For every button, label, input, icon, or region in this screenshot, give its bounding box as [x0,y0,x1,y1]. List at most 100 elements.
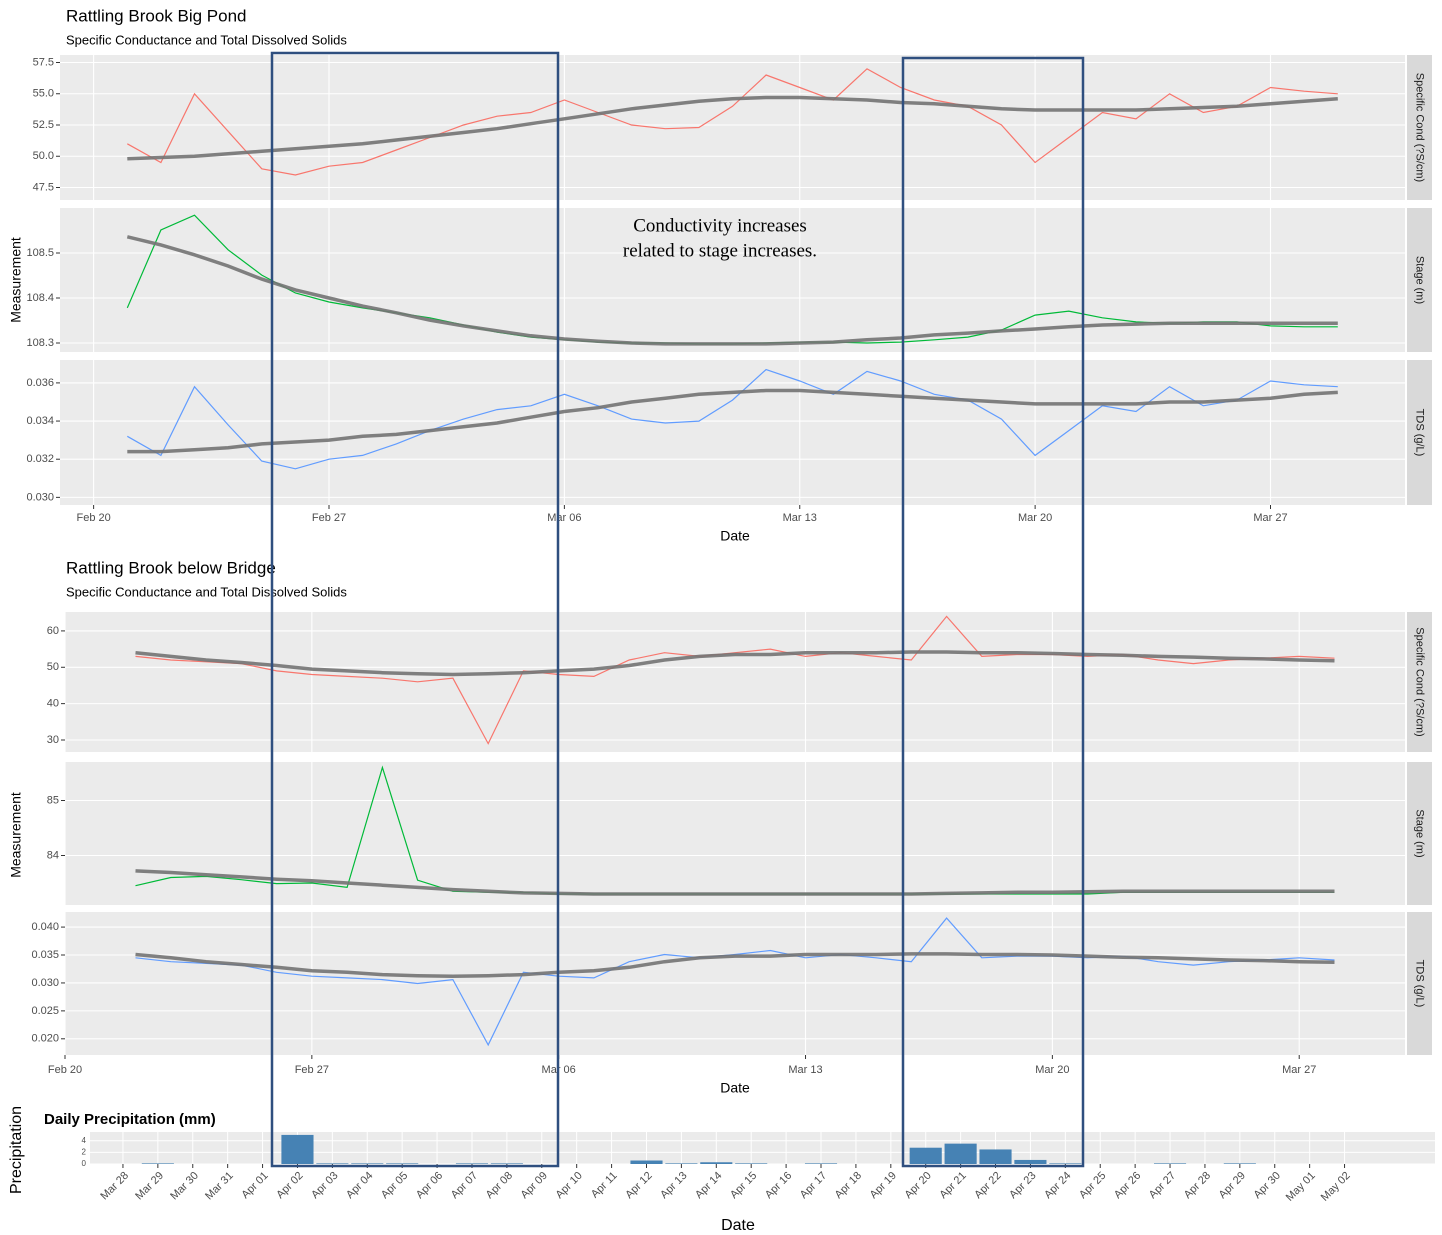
x-tick-label: Mar 13 [783,512,817,524]
annotation: Conductivity increases [633,215,807,236]
y-tick-label: 0.034 [26,415,54,427]
bar [490,1163,523,1164]
chart-title: Rattling Brook Big Pond [66,6,247,25]
facet-strip [1407,360,1432,505]
chart-subtitle: Specific Conductance and Total Dissolved… [66,32,347,47]
x-tick-label: Feb 20 [77,512,111,524]
x-tick-label: Apr 08 [484,1170,515,1201]
facet-strip [1407,208,1432,352]
facet-label: Specific Cond (?S/cm) [1414,73,1426,182]
x-tick-label: Apr 12 [623,1170,654,1201]
x-tick-label: Mar 28 [98,1170,131,1203]
x-tick-label: Apr 27 [1147,1170,1178,1201]
y-tick-label: 4 [82,1136,87,1145]
bar [1153,1163,1187,1164]
bar [141,1163,174,1164]
y-tick-label: 0.032 [26,453,54,465]
x-tick-label: Apr 20 [902,1170,933,1201]
y-tick-label: 50 [47,661,59,673]
panel-background [65,762,1405,905]
bar [979,1149,1012,1164]
annotation: related to stage increases. [623,240,817,261]
x-tick-label: Apr 16 [763,1170,794,1201]
x-tick-label: Apr 07 [449,1170,480,1201]
y-tick-label: 40 [47,698,59,710]
bar [455,1163,489,1164]
x-tick-label: Feb 27 [312,512,346,524]
x-tick-label: May 01 [1284,1170,1318,1204]
bar [351,1163,384,1164]
x-tick-label: Apr 24 [1042,1170,1073,1201]
facet-label: TDS (g/L) [1414,409,1426,457]
x-tick-label: Apr 14 [693,1170,724,1201]
x-tick-label: Apr 22 [972,1170,1003,1201]
trend-line [126,235,1338,346]
x-tick-label: Apr 15 [728,1170,759,1201]
x-tick-label: Mar 20 [1018,512,1052,524]
charts: Rattling Brook Big Pond Specific Conducta… [8,6,1435,1234]
x-tick-label: Apr 10 [553,1170,584,1201]
panel-background [90,1132,1435,1164]
x-tick-label: Mar 30 [168,1170,201,1203]
bar [386,1163,419,1164]
x-tick-label: Apr 29 [1217,1170,1248,1201]
x-tick-label: Feb 20 [48,1064,82,1076]
x-axis-label: Date [720,1080,750,1096]
y-tick-label: 57.5 [33,56,54,68]
bar [944,1143,977,1164]
y-tick-label: 0.030 [31,977,59,989]
x-tick-label: Apr 02 [274,1170,305,1201]
facet-strip [1407,912,1432,1055]
highlight-box [270,51,560,1168]
y-tick-label: 108.4 [26,292,54,304]
x-axis-label: Date [721,1217,755,1234]
y-tick-label: 0.040 [31,921,59,933]
x-tick-label: Apr 11 [589,1170,620,1201]
trend-line [127,95,1338,161]
chart-subtitle: Specific Conductance and Total Dissolved… [66,584,347,599]
bar [909,1147,942,1164]
facet-strip [1407,612,1432,752]
x-tick-label: Apr 25 [1077,1170,1108,1201]
panel-background [60,360,1405,505]
bar [630,1160,663,1164]
bar [735,1163,768,1164]
x-tick-label: Apr 18 [833,1170,864,1201]
y-tick-label: 2 [82,1147,87,1156]
x-tick-label: Feb 27 [295,1064,329,1076]
x-tick-label: Mar 13 [788,1064,822,1076]
x-axis-label: Date [720,528,750,544]
panel-background [65,912,1405,1055]
y-tick-label: 52.5 [33,119,54,131]
y-tick-label: 85 [47,794,59,806]
y-tick-label: 0.030 [26,491,54,503]
x-tick-label: Apr 19 [868,1170,899,1201]
y-tick-label: 0.035 [31,949,59,961]
x-tick-label: Apr 06 [414,1170,445,1201]
y-tick-label: 55.0 [33,88,54,100]
bar [804,1163,838,1164]
facet-label: TDS (g/L) [1414,960,1426,1008]
x-tick-label: Apr 21 [937,1170,968,1201]
y-tick-label: 108.3 [26,337,54,349]
bar [1223,1163,1256,1164]
y-tick-label: 50.0 [33,150,54,162]
trend-line [127,388,1338,454]
x-tick-label: May 02 [1319,1170,1353,1204]
y-axis-label: Measurement [8,792,24,878]
x-tick-label: Apr 04 [344,1170,375,1201]
chart-title: Rattling Brook below Bridge [66,558,276,577]
facet-label: Stage (m) [1414,256,1426,304]
y-tick-label: 60 [47,625,59,637]
facet-label: Specific Cond (?S/cm) [1414,627,1426,736]
y-tick-label: 84 [47,849,59,861]
data-line [127,68,1338,176]
y-tick-label: 47.5 [33,181,54,193]
trend-line [135,650,1335,677]
x-tick-label: Apr 23 [1007,1170,1038,1201]
x-tick-label: Apr 09 [519,1170,550,1201]
trend-line [135,869,1335,896]
y-axis-label: Measurement [8,237,24,323]
chart-title: Daily Precipitation (mm) [44,1111,216,1128]
highlight-box [901,56,1085,1168]
